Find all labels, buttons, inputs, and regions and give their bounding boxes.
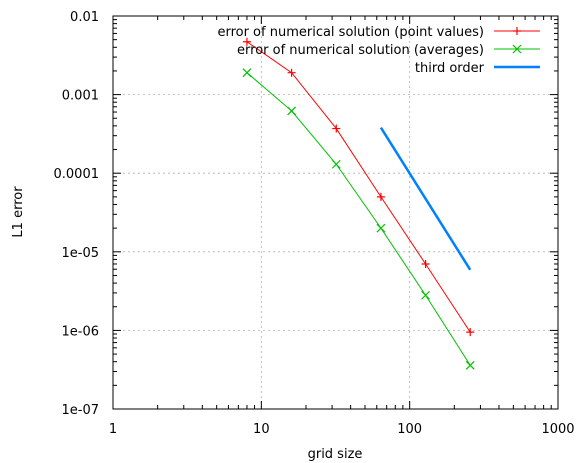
x-tick-label: 1 (109, 422, 117, 437)
legend-marker (513, 27, 521, 35)
data-point (242, 37, 251, 46)
data-point (466, 328, 475, 337)
data-point (332, 124, 341, 133)
legend-label: error of numerical solution (point value… (217, 25, 484, 40)
data-point (376, 223, 386, 233)
x-tick-label: 10 (253, 422, 270, 437)
legend-label: third order (415, 61, 485, 76)
data-point (421, 290, 430, 300)
series-line-0 (246, 41, 471, 333)
legend-marker (512, 44, 522, 54)
series-line-2 (379, 126, 472, 271)
series-layer (242, 37, 475, 370)
series-line-1 (246, 72, 471, 366)
grid (113, 16, 558, 409)
y-tick-label: 1e-06 (61, 324, 99, 339)
y-tick-label: 1e-05 (61, 246, 99, 261)
data-point (287, 106, 297, 116)
y-tick-label: 0.001 (62, 89, 99, 104)
plot-frame (112, 15, 559, 410)
data-point (465, 360, 475, 370)
y-tick-label: 0.0001 (54, 167, 100, 182)
y-axis-label: L1 error (11, 186, 26, 238)
legend-label: error of numerical solution (averages) (237, 43, 484, 58)
y-tick-label: 0.01 (70, 10, 99, 25)
x-axis-label: grid size (308, 447, 363, 462)
data-point (376, 192, 385, 201)
data-point (421, 259, 430, 268)
legend: error of numerical solution (point value… (217, 25, 540, 76)
data-point (287, 68, 296, 77)
data-point (331, 159, 341, 169)
y-tick-label: 1e-07 (61, 403, 99, 418)
x-tick-label: 100 (397, 422, 422, 437)
axes: 1 10 100 1000 0.01 0.001 0.0001 1e-05 1e-06 1e-07 (54, 10, 575, 437)
x-tick-label: 1000 (541, 422, 574, 437)
data-point (242, 68, 252, 78)
